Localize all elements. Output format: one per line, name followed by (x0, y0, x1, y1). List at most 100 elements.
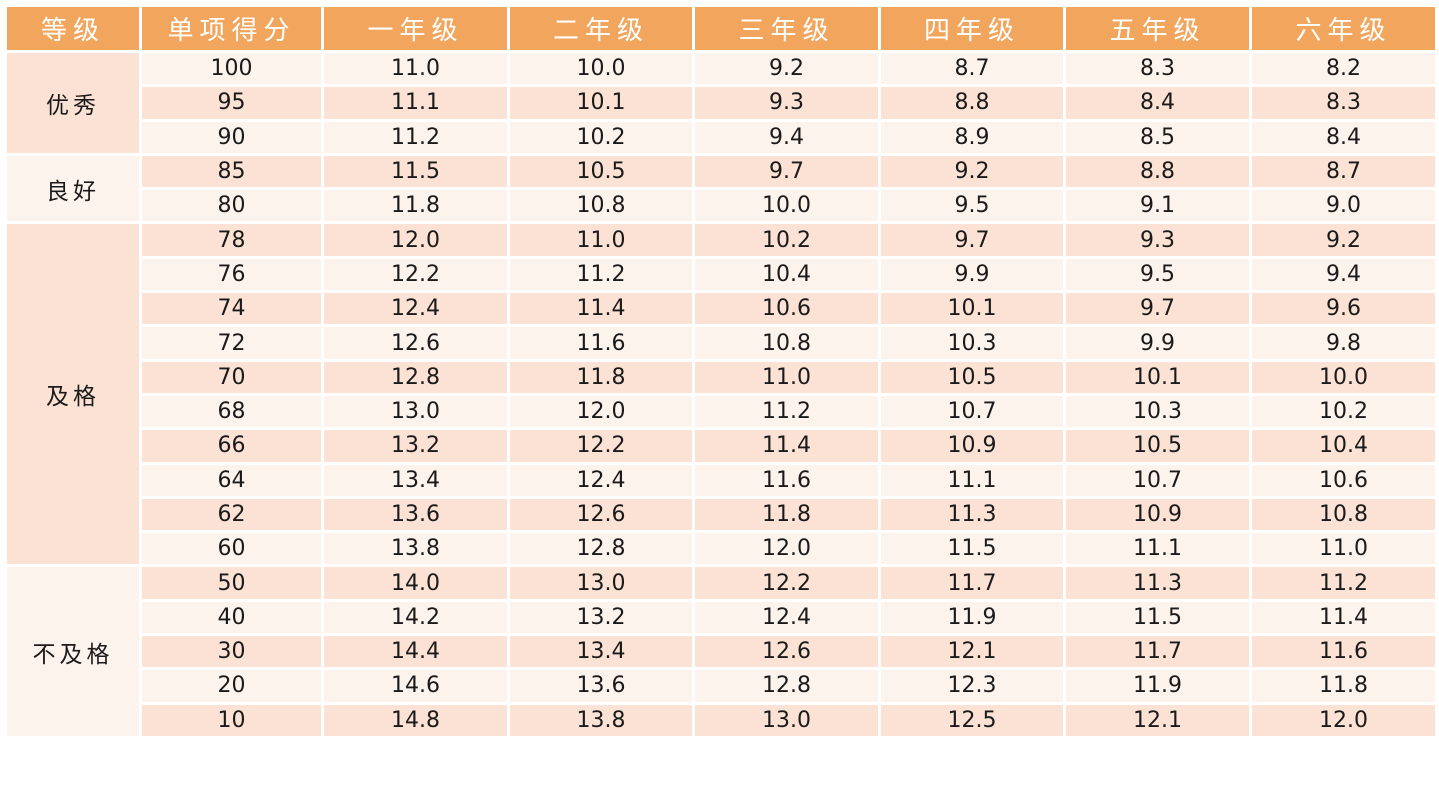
time-cell-grade-1: 14.8 (321, 701, 510, 739)
table-row: 66 13.2 12.2 11.4 10.9 10.5 10.4 (6, 427, 1438, 465)
time-cell-grade-1: 12.6 (321, 324, 510, 362)
table-row: 72 12.6 11.6 10.8 10.3 9.9 9.8 (6, 324, 1438, 362)
time-cell-grade-5: 10.5 (1063, 427, 1252, 465)
time-cell-grade-4: 11.9 (878, 598, 1066, 637)
time-cell-grade-1: 14.0 (321, 564, 510, 602)
score-table: 等级 单项得分 一年级 二年级 三年级 四年级 五年级 六年级 优秀 100 11.… (4, 4, 1438, 739)
table-row: 80 11.8 10.8 10.0 9.5 9.1 9.0 (6, 187, 1438, 225)
time-cell-grade-4: 12.3 (878, 667, 1066, 705)
time-cell-grade-5: 10.9 (1063, 495, 1252, 534)
time-cell-grade-5: 11.3 (1063, 564, 1252, 602)
time-cell-grade-2: 11.2 (507, 255, 695, 294)
time-cell-grade-2: 10.1 (507, 84, 695, 122)
header-grade-6: 六年级 (1249, 4, 1438, 53)
time-cell-grade-1: 11.0 (321, 49, 510, 88)
time-cell-grade-5: 9.3 (1063, 221, 1252, 259)
time-cell-grade-3: 11.0 (692, 358, 881, 396)
time-cell-grade-4: 8.7 (878, 49, 1066, 88)
time-cell-grade-5: 12.1 (1063, 701, 1252, 739)
table-row: 良好 85 11.5 10.5 9.7 9.2 8.8 8.7 (4, 152, 1438, 225)
time-cell-grade-1: 12.4 (321, 290, 510, 328)
time-cell-grade-3: 10.6 (692, 290, 881, 328)
time-cell-grade-4: 12.1 (878, 633, 1066, 671)
score-cell: 50 (139, 564, 324, 602)
table-row: 90 11.2 10.2 9.4 8.9 8.5 8.4 (6, 118, 1438, 156)
table-row: 95 11.1 10.1 9.3 8.8 8.4 8.3 (6, 84, 1438, 122)
time-cell-grade-6: 10.8 (1249, 495, 1438, 534)
time-cell-grade-1: 12.2 (321, 255, 510, 294)
time-cell-grade-2: 12.6 (507, 495, 695, 534)
time-cell-grade-5: 11.7 (1063, 633, 1252, 671)
table-body: 优秀 100 11.0 10.0 9.2 8.7 8.3 8.2 95 11.1 10.1 9.3 8.… (4, 49, 1438, 739)
time-cell-grade-4: 11.5 (878, 530, 1066, 568)
time-cell-grade-3: 12.0 (692, 530, 881, 568)
table-row: 10 14.8 13.8 13.0 12.5 12.1 12.0 (6, 701, 1438, 739)
score-cell: 62 (139, 495, 324, 534)
time-cell-grade-2: 13.0 (507, 564, 695, 602)
time-cell-grade-5: 11.1 (1063, 530, 1252, 568)
time-cell-grade-3: 12.6 (692, 633, 881, 671)
time-cell-grade-2: 10.8 (507, 187, 695, 225)
time-cell-grade-2: 12.2 (507, 427, 695, 465)
time-cell-grade-2: 11.8 (507, 358, 695, 396)
header-grade-1: 一年级 (321, 4, 510, 53)
time-cell-grade-4: 8.8 (878, 84, 1066, 122)
time-cell-grade-6: 8.3 (1249, 84, 1438, 122)
time-cell-grade-6: 9.4 (1249, 255, 1438, 294)
time-cell-grade-6: 9.2 (1249, 221, 1438, 259)
time-cell-grade-5: 9.7 (1063, 290, 1252, 328)
score-cell: 95 (139, 84, 324, 122)
time-cell-grade-1: 13.8 (321, 530, 510, 568)
table-row: 62 13.6 12.6 11.8 11.3 10.9 10.8 (6, 495, 1438, 534)
time-cell-grade-1: 14.6 (321, 667, 510, 705)
time-cell-grade-6: 9.0 (1249, 187, 1438, 225)
time-cell-grade-2: 12.0 (507, 392, 695, 431)
time-cell-grade-3: 12.8 (692, 667, 881, 705)
time-cell-grade-4: 9.7 (878, 221, 1066, 259)
score-cell: 70 (139, 358, 324, 396)
time-cell-grade-2: 10.2 (507, 118, 695, 156)
time-cell-grade-2: 11.6 (507, 324, 695, 362)
time-cell-grade-2: 13.2 (507, 598, 695, 637)
time-cell-grade-4: 9.9 (878, 255, 1066, 294)
time-cell-grade-3: 10.0 (692, 187, 881, 225)
time-cell-grade-1: 13.2 (321, 427, 510, 465)
score-cell: 60 (139, 530, 324, 568)
grade-level-cell: 良好 (4, 152, 142, 225)
table-row: 76 12.2 11.2 10.4 9.9 9.5 9.4 (6, 255, 1438, 294)
time-cell-grade-6: 11.8 (1249, 667, 1438, 705)
table-row: 优秀 100 11.0 10.0 9.2 8.7 8.3 8.2 (4, 49, 1438, 156)
time-cell-grade-6: 12.0 (1249, 701, 1438, 739)
score-cell: 66 (139, 427, 324, 465)
time-cell-grade-3: 9.2 (692, 49, 881, 88)
time-cell-grade-2: 10.5 (507, 152, 695, 191)
score-cell: 20 (139, 667, 324, 705)
time-cell-grade-4: 10.9 (878, 427, 1066, 465)
grade-level-cell: 不及格 (4, 564, 142, 739)
time-cell-grade-1: 13.6 (321, 495, 510, 534)
score-cell: 10 (139, 701, 324, 739)
time-cell-grade-4: 9.2 (878, 152, 1066, 191)
table-row: 60 13.8 12.8 12.0 11.5 11.1 11.0 (6, 530, 1438, 568)
time-cell-grade-3: 13.0 (692, 701, 881, 739)
time-cell-grade-1: 12.8 (321, 358, 510, 396)
score-cell: 90 (139, 118, 324, 156)
time-cell-grade-5: 10.7 (1063, 461, 1252, 499)
table-row: 及格 78 12.0 11.0 10.2 9.7 9.3 9.2 (4, 221, 1438, 568)
time-cell-grade-1: 12.0 (321, 221, 510, 259)
score-cell: 68 (139, 392, 324, 431)
header-grade: 等级 (4, 4, 142, 53)
time-cell-grade-3: 9.3 (692, 84, 881, 122)
header-grade-2: 二年级 (507, 4, 695, 53)
time-cell-grade-4: 11.3 (878, 495, 1066, 534)
time-cell-grade-6: 10.6 (1249, 461, 1438, 499)
header-score: 单项得分 (139, 4, 324, 53)
time-cell-grade-3: 9.7 (692, 152, 881, 191)
header-row: 等级 单项得分 一年级 二年级 三年级 四年级 五年级 六年级 (4, 4, 1438, 53)
time-cell-grade-3: 11.2 (692, 392, 881, 431)
time-cell-grade-5: 9.5 (1063, 255, 1252, 294)
time-cell-grade-1: 13.0 (321, 392, 510, 431)
time-cell-grade-2: 13.6 (507, 667, 695, 705)
time-cell-grade-1: 14.4 (321, 633, 510, 671)
time-cell-grade-5: 8.4 (1063, 84, 1252, 122)
